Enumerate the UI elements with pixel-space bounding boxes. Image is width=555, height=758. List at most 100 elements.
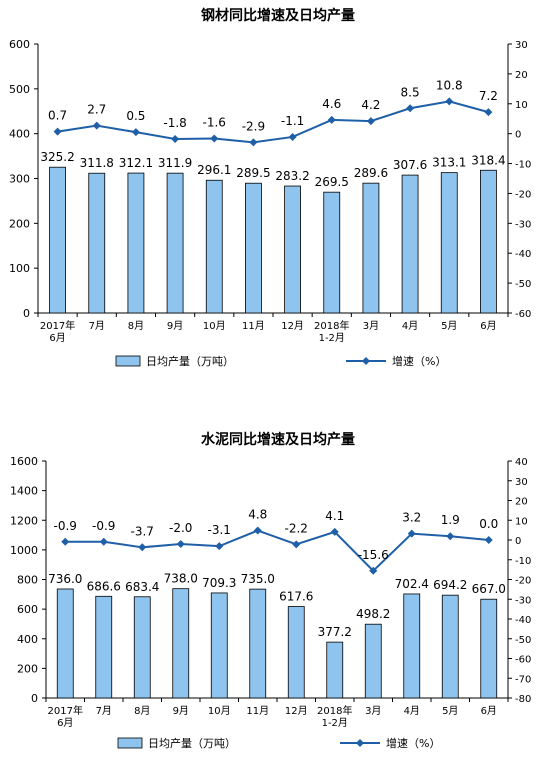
steel-x-tick-label: 2018年 [314, 319, 349, 332]
cement-line-label: -3.7 [131, 524, 154, 538]
steel-x-tick-label: 4月 [402, 320, 418, 332]
steel-line-label: 4.2 [361, 98, 380, 112]
cement-right-tick-label: 40 [515, 457, 528, 468]
steel-x-tick-label: 1-2月 [319, 332, 345, 344]
cement-x-tick-label: 12月 [285, 705, 308, 717]
steel-line-label: -1.6 [203, 115, 226, 129]
steel-legend-line-label: 增速（%） [392, 354, 446, 368]
cement-line-point [484, 536, 493, 544]
cement-bar [172, 588, 190, 699]
cement-right-tick-label: -70 [515, 674, 531, 685]
steel-plot: 0 100 200 300 400 500 600 -60 -50 -40 -30 -20 -10 0 10… [9, 38, 531, 344]
steel-right-tick-label: -60 [515, 309, 531, 320]
steel-legend-bar-label: 日均产量（万吨） [146, 354, 234, 368]
cement-line-point [61, 537, 70, 546]
steel-right-tick-label: -30 [515, 219, 531, 230]
steel-x-tick-label: 6月 [480, 320, 496, 332]
cement-bar-label: 702.4 [395, 577, 429, 591]
cement-bar [326, 641, 344, 699]
steel-line-label: -2.9 [242, 119, 265, 133]
steel-x-tick-label: 11月 [242, 320, 265, 332]
cement-line-point [215, 542, 224, 551]
steel-line-label: 0.5 [126, 109, 145, 123]
steel-x-tick-label: 2017年 [40, 319, 75, 332]
steel-line-point [406, 104, 415, 113]
steel-left-tick-label: 400 [9, 128, 30, 141]
cement-left-tick-label: 0 [31, 692, 38, 705]
cement-line-label: 3.2 [402, 511, 421, 525]
cement-bar-label: 735.0 [241, 572, 275, 586]
cement-x-tick-label: 6月 [481, 705, 497, 717]
steel-x-tick-label: 5月 [441, 320, 457, 332]
cement-legend-line-label: 增速（%） [386, 736, 440, 750]
steel-line-label: -1.8 [163, 116, 186, 130]
steel-x-tick-label: 9月 [167, 320, 183, 332]
steel-bar [88, 172, 106, 314]
steel-left-tick-label: 100 [9, 262, 30, 275]
cement-line-label: -2.2 [285, 521, 308, 535]
cement-bar [441, 594, 459, 699]
cement-x-tick-label: 7月 [96, 705, 112, 717]
steel-line-point [445, 97, 454, 106]
cement-right-tick-label: -30 [515, 595, 531, 606]
steel-line-label: 8.5 [401, 85, 420, 99]
cement-x-tick-label: 2018年 [317, 704, 352, 717]
steel-legend-line-marker [362, 357, 370, 365]
steel-bar [166, 172, 184, 314]
steel-bar [440, 172, 458, 314]
cement-right-tick-label: -60 [515, 655, 531, 666]
cement-legend-bar-swatch [117, 737, 143, 749]
steel-right-tick-label: -40 [515, 249, 531, 260]
cement-left-tick-label: 1400 [10, 485, 38, 498]
cement-line-point [138, 543, 147, 552]
cement-x-tick-label: 3月 [365, 705, 381, 717]
cement-line-label: 0.0 [479, 517, 498, 531]
cement-x-tick-label: 11月 [246, 705, 269, 717]
steel-left-tick-label: 200 [9, 217, 30, 230]
steel-line-point [249, 138, 258, 147]
cement-legend: 日均产量（万吨） 增速（%） [117, 736, 440, 750]
steel-bar [49, 166, 66, 314]
cement-legend-bar-label: 日均产量（万吨） [148, 736, 236, 750]
steel-x-tick-label: 10月 [203, 320, 226, 332]
cement-line-point [369, 566, 378, 575]
steel-line-label: 2.7 [87, 103, 106, 117]
steel-bar-label: 311.9 [158, 156, 192, 170]
cement-bar [364, 623, 382, 699]
steel-line-label: 7.2 [479, 89, 498, 103]
steel-bar [362, 182, 380, 314]
steel-line-point [288, 132, 297, 141]
steel-bar-label: 307.6 [393, 158, 427, 172]
cement-bar [403, 593, 421, 699]
cement-x-tick-label: 4月 [404, 705, 420, 717]
cement-bar [287, 606, 305, 699]
steel-right-tick-label: 0 [515, 130, 521, 141]
steel-x-tick-label: 6月 [49, 332, 65, 344]
cement-line-label: 4.8 [248, 508, 267, 522]
steel-x-tick-label: 12月 [281, 320, 304, 332]
cement-right-tick-label: 30 [515, 477, 528, 488]
steel-line [57, 100, 489, 144]
steel-line-point [327, 115, 336, 124]
steel-bar [323, 191, 341, 314]
steel-x-tick-label: 3月 [363, 320, 379, 332]
steel-bar [245, 182, 262, 314]
steel-line-label: 0.7 [48, 109, 67, 123]
steel-bar-label: 325.2 [40, 150, 74, 164]
steel-left-tick-label: 500 [9, 83, 30, 96]
cement-left-tick-label: 1000 [10, 544, 38, 557]
cement-line-point [330, 527, 339, 536]
steel-right-tick-label: -10 [515, 160, 531, 171]
cement-bar [210, 592, 228, 699]
cement-right-tick-label: -20 [515, 576, 531, 587]
steel-line-point [210, 134, 219, 143]
cement-line-label: -2.0 [169, 521, 192, 535]
cement-right-tick-label: 10 [515, 516, 528, 527]
steel-bar-label: 311.8 [80, 156, 114, 170]
cement-x-tick-label: 2017年 [48, 704, 83, 717]
steel-bar [284, 185, 301, 314]
steel-line-point [92, 121, 101, 130]
steel-bar-label: 318.4 [471, 153, 505, 167]
steel-bar-label: 289.5 [236, 166, 270, 180]
steel-x-tick-label: 8月 [128, 320, 144, 332]
